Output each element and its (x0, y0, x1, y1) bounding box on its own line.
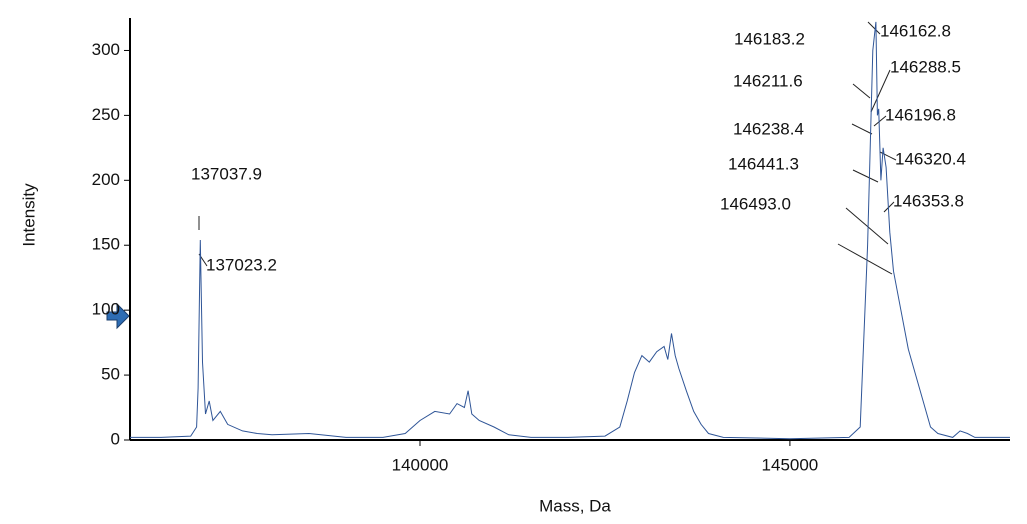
x-tick-label: 140000 (392, 455, 449, 474)
peak-label: 146493.0 (720, 194, 791, 213)
y-tick-label: 100 (92, 300, 120, 319)
spectrum-line (130, 21, 1010, 440)
leader-line (883, 201, 895, 213)
peak-label: 146162.8 (880, 21, 951, 40)
leader-line (845, 207, 889, 245)
y-tick-label: 0 (111, 429, 120, 448)
peak-label: 146288.5 (890, 57, 961, 76)
y-tick-label: 300 (92, 40, 120, 59)
peak-label: 146238.4 (733, 119, 804, 138)
peak-label: 137023.2 (206, 255, 277, 274)
leader-line (851, 123, 873, 135)
x-axis-title: Mass, Da (539, 496, 611, 515)
peak-label: 137037.9 (191, 164, 262, 183)
y-tick-label: 200 (92, 170, 120, 189)
peak-label: 146211.6 (733, 71, 803, 90)
leader-line (852, 83, 871, 99)
peak-label: 146441.3 (728, 154, 799, 173)
y-tick-label: 50 (101, 365, 120, 384)
y-tick-label: 250 (92, 105, 120, 124)
leader-line (873, 115, 887, 127)
y-tick-label: 150 (92, 235, 120, 254)
annotations: 137037.9 137023.2 146183.2 146162.8 1462… (191, 21, 966, 274)
peak-label: 146353.8 (893, 191, 964, 210)
peak-label: 146183.2 (734, 29, 805, 48)
leader-line (867, 21, 881, 35)
peak-label: 146196.8 (885, 105, 956, 124)
leader-line (837, 243, 893, 275)
leader-line (852, 169, 879, 183)
marker-arrow (106, 302, 130, 330)
leader-line (870, 69, 891, 113)
peak-label: 146320.4 (895, 149, 966, 168)
x-tick-label: 145000 (762, 455, 819, 474)
y-axis-title: Intensity (19, 183, 38, 247)
